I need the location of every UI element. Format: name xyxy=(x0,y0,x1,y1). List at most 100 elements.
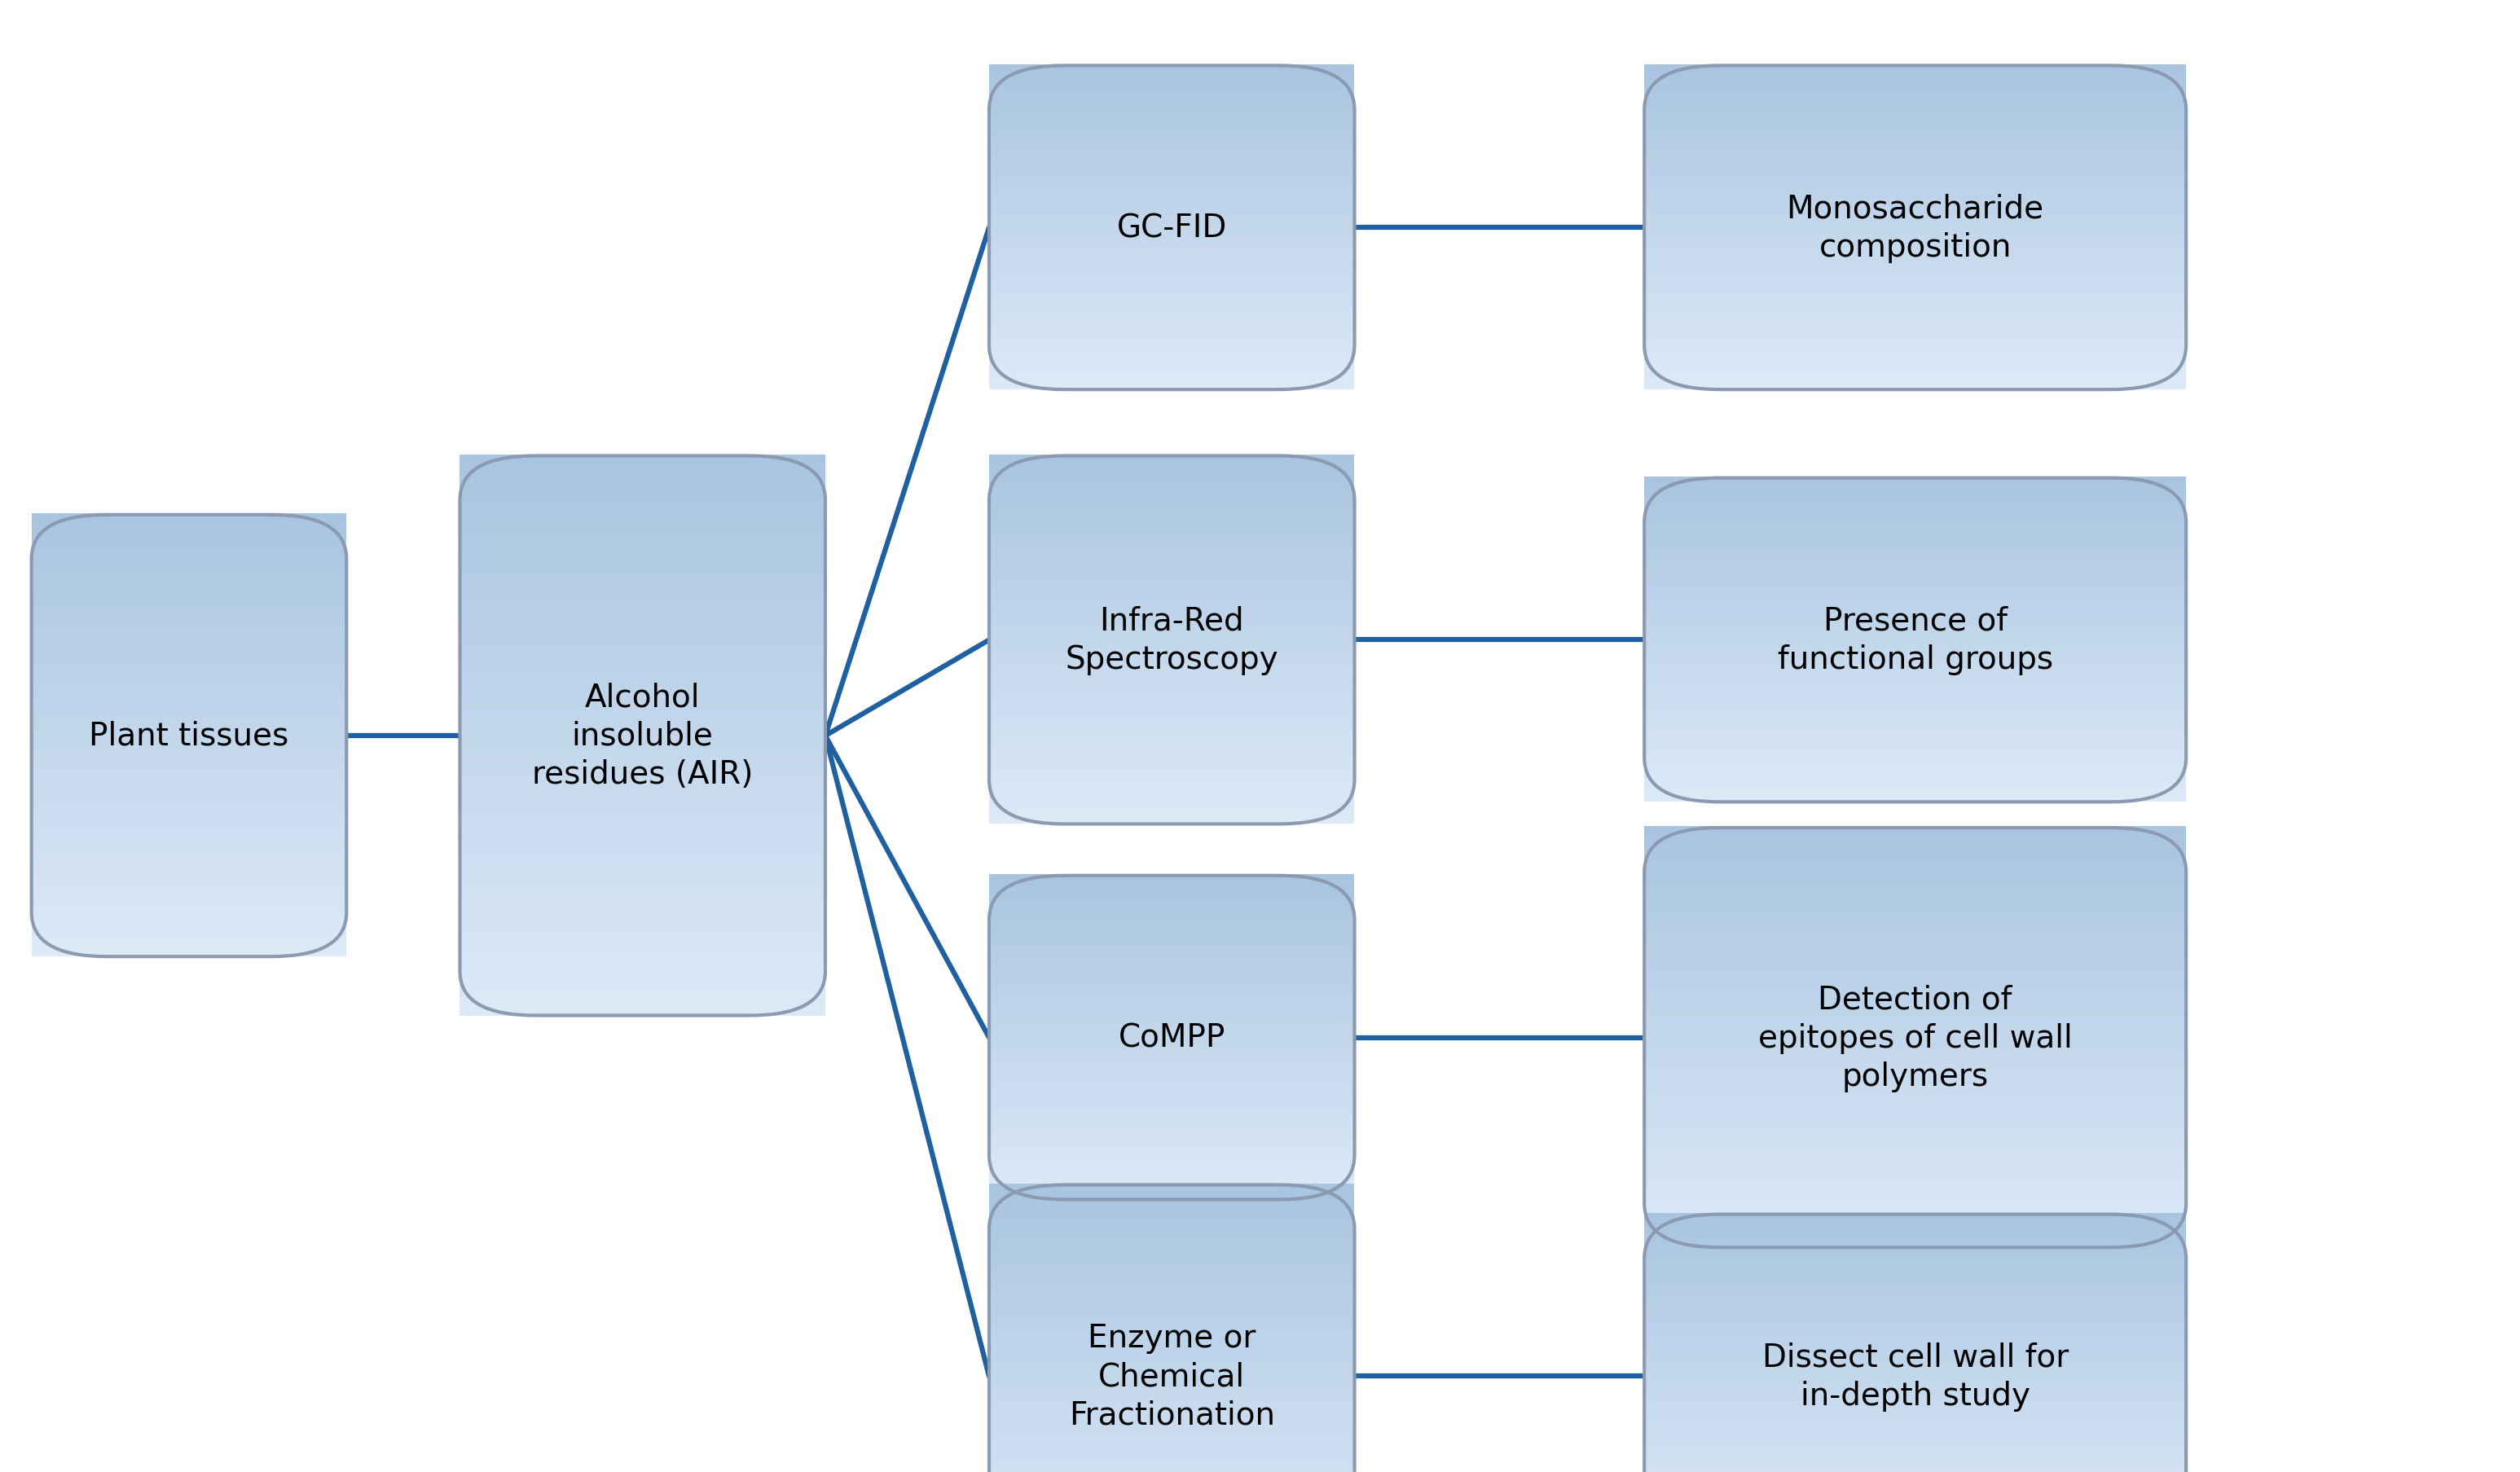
Bar xyxy=(990,238,1356,244)
Bar xyxy=(459,742,827,751)
Bar xyxy=(990,300,1356,305)
Bar xyxy=(990,1471,1356,1472)
Text: Dissect cell wall for
in-depth study: Dissect cell wall for in-depth study xyxy=(1761,1341,2069,1412)
Bar xyxy=(1643,505,2185,511)
Bar xyxy=(990,1142,1356,1147)
Bar xyxy=(1643,562,2185,567)
Bar xyxy=(1643,1322,2185,1328)
Bar xyxy=(990,1080,1356,1086)
Bar xyxy=(1643,291,2185,297)
Bar xyxy=(990,1032,1356,1038)
Bar xyxy=(30,833,348,841)
Bar xyxy=(1643,1419,2185,1425)
Bar xyxy=(990,1188,1356,1195)
Bar xyxy=(459,818,827,827)
Bar xyxy=(30,707,348,714)
Bar xyxy=(30,857,348,863)
Bar xyxy=(1643,1036,2185,1044)
Bar xyxy=(1643,347,2185,353)
Bar xyxy=(459,602,827,611)
Bar xyxy=(1643,1370,2185,1376)
Bar xyxy=(459,860,827,868)
Bar xyxy=(1643,1412,2185,1416)
Bar xyxy=(1643,602,2185,608)
Bar xyxy=(990,1004,1356,1010)
Bar xyxy=(990,202,1356,208)
Bar xyxy=(990,77,1356,82)
Bar xyxy=(1643,1451,2185,1457)
Bar xyxy=(459,966,827,974)
Bar xyxy=(990,972,1356,977)
Bar xyxy=(990,948,1356,952)
Bar xyxy=(459,503,827,512)
Bar xyxy=(990,528,1356,534)
Bar xyxy=(990,1194,1356,1200)
Bar xyxy=(1643,1104,2185,1111)
Bar xyxy=(1643,979,2185,985)
Bar xyxy=(990,1052,1356,1058)
Bar xyxy=(990,676,1356,682)
Bar xyxy=(1643,1130,2185,1138)
Bar xyxy=(990,1370,1356,1376)
Bar xyxy=(1643,1269,2185,1275)
Bar xyxy=(1643,174,2185,180)
Bar xyxy=(990,911,1356,916)
Bar xyxy=(1643,999,2185,1007)
Bar xyxy=(1643,1194,2185,1200)
Bar xyxy=(990,1069,1356,1075)
Bar xyxy=(990,976,1356,980)
Bar xyxy=(1643,885,2185,891)
Bar xyxy=(459,714,827,721)
Bar xyxy=(1643,1342,2185,1348)
Bar xyxy=(1643,1047,2185,1054)
Bar xyxy=(1643,727,2185,733)
Bar xyxy=(1643,1136,2185,1142)
Bar xyxy=(459,839,827,848)
Bar xyxy=(990,106,1356,110)
Bar xyxy=(990,621,1356,627)
Bar xyxy=(30,779,348,786)
Bar xyxy=(459,930,827,939)
Bar xyxy=(990,1048,1356,1054)
Bar xyxy=(1643,671,2185,677)
Bar xyxy=(990,997,1356,1001)
Text: Infra-Red
Spectroscopy: Infra-Red Spectroscopy xyxy=(1066,605,1278,676)
Bar xyxy=(990,1150,1356,1156)
Bar xyxy=(1643,537,2185,543)
Bar xyxy=(990,1328,1356,1334)
Bar xyxy=(1643,344,2185,350)
Bar xyxy=(990,340,1356,346)
Bar xyxy=(990,898,1356,904)
Bar xyxy=(990,102,1356,106)
Bar xyxy=(459,972,827,980)
Bar xyxy=(1643,736,2185,742)
Text: Monosaccharide
composition: Monosaccharide composition xyxy=(1787,193,2044,263)
Bar xyxy=(1643,1214,2185,1222)
Bar xyxy=(1643,606,2185,612)
Bar xyxy=(990,814,1356,820)
Bar xyxy=(459,580,827,589)
Bar xyxy=(1643,1198,2185,1206)
Bar xyxy=(1643,899,2185,907)
Bar xyxy=(990,1166,1356,1172)
Bar xyxy=(990,565,1356,571)
Bar xyxy=(990,1256,1356,1262)
Bar xyxy=(990,907,1356,913)
Bar xyxy=(990,130,1356,135)
Bar xyxy=(990,492,1356,498)
Bar xyxy=(30,564,348,570)
Bar xyxy=(459,951,827,960)
Bar xyxy=(990,81,1356,87)
Bar xyxy=(1643,659,2185,665)
Bar xyxy=(990,166,1356,172)
Bar xyxy=(990,146,1356,152)
Bar xyxy=(1643,863,2185,870)
Bar xyxy=(1643,1395,2185,1401)
Bar xyxy=(990,1182,1356,1188)
Bar xyxy=(459,553,827,561)
Bar xyxy=(30,877,348,885)
Bar xyxy=(990,630,1356,636)
Bar xyxy=(1643,1173,2185,1179)
Bar xyxy=(990,1226,1356,1234)
Bar xyxy=(1643,275,2185,281)
